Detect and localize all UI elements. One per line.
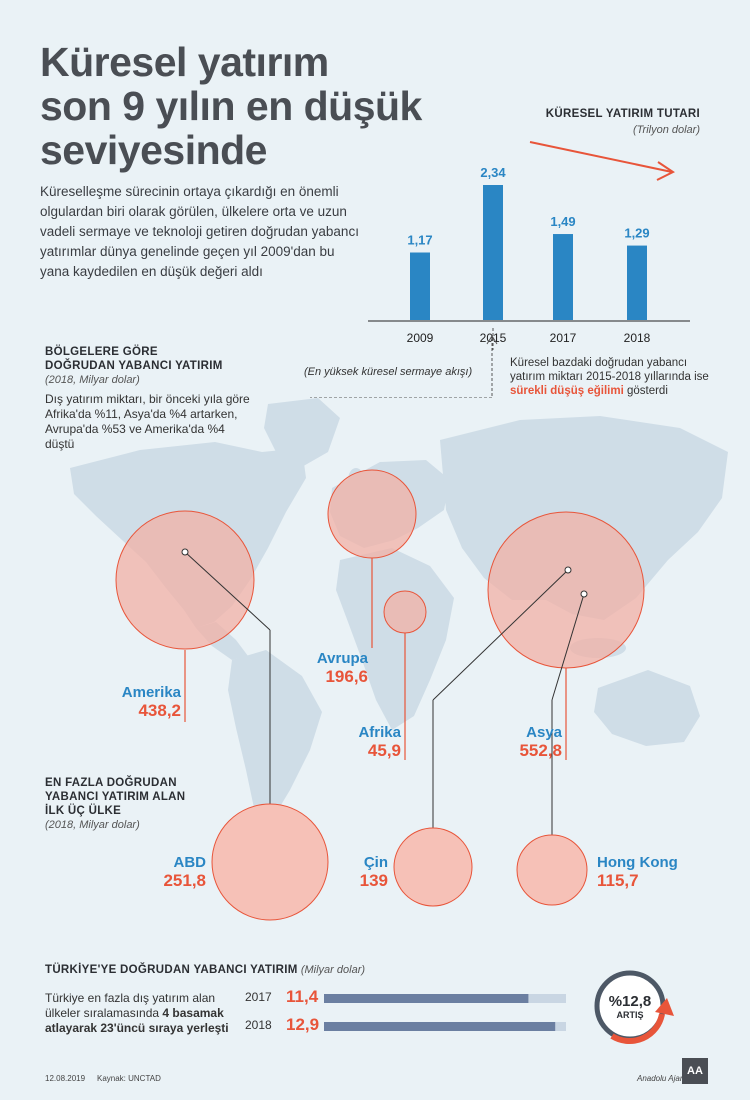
x-tick-label-2017: 2017 (550, 331, 577, 345)
badge-value: %12,8 (608, 993, 652, 1010)
label-hongkong-value: 115,7 (597, 871, 639, 890)
footer-source: Kaynak: UNCTAD (97, 1074, 161, 1083)
turkey-title: TÜRKİYE'YE DOĞRUDAN YABANCI YATIRIM (45, 964, 298, 976)
turkey-year-2018: 2018 (245, 1018, 272, 1032)
x-tick-label-2018: 2018 (624, 331, 651, 345)
turkey-header: TÜRKİYE'YE DOĞRUDAN YABANCI YATIRIM (Mil… (45, 964, 365, 976)
title-line-3: seviyesinde (40, 127, 268, 173)
annotation-connector (310, 335, 498, 398)
x-tick-label-2009: 2009 (407, 331, 434, 345)
bar-value-label-2018: 1,29 (624, 226, 649, 241)
bar-2018 (627, 245, 647, 320)
region-bubbles (115, 469, 645, 669)
trend-arrow (529, 141, 673, 173)
label-abd-value: 251,8 (163, 871, 206, 890)
countries-title-line-3: İLK ÜÇ ÜLKE (45, 805, 122, 817)
bar-2015 (483, 185, 503, 320)
chart-title: KÜRESEL YATIRIM TUTARI (545, 108, 700, 120)
label-amerika-value: 438,2 (138, 701, 181, 720)
bubble-hongkong (516, 834, 588, 906)
bubble-asya (487, 511, 645, 669)
trend-note-highlight: sürekli düşüş eğilimi (510, 385, 624, 397)
trend-arrow-head (656, 161, 675, 181)
bubble-avrupa (327, 469, 417, 559)
bubble-amerika (115, 510, 255, 650)
bar-2009 (410, 252, 430, 320)
countries-title-line-1: EN FAZLA DOĞRUDAN (45, 777, 177, 789)
label-asya-value: 552,8 (519, 741, 562, 760)
turkey-year-2017: 2017 (245, 990, 272, 1004)
bubble-afrika (383, 590, 427, 634)
turkey-value-2017: 11,4 (286, 987, 319, 1006)
footer-agency: Anadolu Ajansı (637, 1074, 691, 1083)
regions-unit: (2018, Milyar dolar) (45, 374, 140, 386)
bar-value-label-2009: 1,17 (407, 233, 432, 248)
turkey-bar-chart (324, 994, 566, 1031)
label-amerika-name: Amerika (121, 684, 181, 701)
arrow-up-icon (655, 998, 674, 1016)
countries-unit: (2018, Milyar dolar) (45, 819, 140, 831)
turkey-bar-2017 (324, 994, 529, 1003)
bar-value-label-2017: 1,49 (550, 214, 575, 229)
label-hongkong-name: Hong Kong (597, 854, 678, 871)
turkey-desc-pre: Türkiye en fazla dış yatırım alan ülkele… (45, 991, 216, 1020)
annotation-text: (En yüksek küresel sermaye akışı) (304, 366, 473, 378)
bar-value-label-2015: 2,34 (480, 165, 506, 180)
label-cin: Çin 139 (320, 854, 388, 891)
badge-label: ARTIŞ (616, 1010, 644, 1020)
label-avrupa-name: Avrupa (316, 650, 368, 667)
footer-date: 12.08.2019 (45, 1074, 86, 1083)
trend-note-post: gösterdi (623, 385, 668, 397)
countries-title: EN FAZLA DOĞRUDAN YABANCI YATIRIM ALAN İ… (45, 776, 185, 818)
turkey-bar-2018 (324, 1022, 556, 1031)
trend-note-pre: Küresel bazdaki doğrudan yabancı yatırım… (510, 357, 709, 383)
label-cin-value: 139 (359, 871, 388, 890)
turkey-description: Türkiye en fazla dış yatırım alan ülkele… (45, 991, 235, 1036)
region-leaders (184, 558, 567, 760)
label-afrika-name: Afrika (358, 724, 401, 741)
label-abd: ABD 251,8 (120, 854, 206, 891)
bubble-abd (211, 803, 329, 921)
label-avrupa: Avrupa 196,6 (280, 650, 368, 687)
label-afrika-value: 45,9 (367, 741, 401, 760)
page-title: Küresel yatırım son 9 yılın en düşük sev… (40, 40, 480, 172)
trend-note: Küresel bazdaki doğrudan yabancı yatırım… (510, 356, 710, 398)
title-line-1: Küresel yatırım (40, 39, 329, 85)
turkey-desc-bold: 4 basamak atlayarak 23'üncü sıraya yerle… (45, 1006, 229, 1035)
country-bubbles (211, 803, 588, 921)
badge-arc (610, 1013, 665, 1045)
regions-title-line-1: BÖLGELERE GÖRE (45, 346, 158, 358)
label-cin-name: Çin (363, 854, 388, 871)
regions-description: Dış yatırım miktarı, bir önceki yıla gör… (45, 392, 250, 451)
label-asya: Asya 552,8 (482, 724, 562, 761)
chart-unit: (Trilyon dolar) (632, 124, 700, 136)
label-abd-name: ABD (173, 854, 207, 871)
turkey-unit: (Milyar dolar) (300, 964, 366, 976)
label-afrika: Afrika 45,9 (320, 724, 401, 761)
increase-badge (594, 970, 674, 1045)
label-avrupa-value: 196,6 (325, 667, 368, 686)
label-asya-name: Asya (526, 724, 562, 741)
intro-paragraph: Küreselleşme sürecinin ortaya çıkardığı … (40, 184, 359, 279)
label-amerika: Amerika 438,2 (95, 684, 181, 721)
country-markers (181, 548, 588, 598)
country-leaders (184, 551, 585, 836)
aa-logo: AA (682, 1058, 708, 1084)
badge-text: %12,8 ARTIŞ (596, 993, 664, 1020)
bar-2017 (553, 234, 573, 320)
title-line-2: son 9 yılın en düşük (40, 83, 422, 129)
bubble-cin (393, 827, 473, 907)
countries-title-line-2: YABANCI YATIRIM ALAN (45, 791, 186, 803)
turkey-value-2018: 12,9 (286, 1015, 320, 1034)
regions-title-line-2: DOĞRUDAN YABANCI YATIRIM (45, 360, 223, 372)
label-hongkong: Hong Kong 115,7 (597, 854, 707, 891)
regions-title: BÖLGELERE GÖRE DOĞRUDAN YABANCI YATIRIM (45, 345, 223, 373)
